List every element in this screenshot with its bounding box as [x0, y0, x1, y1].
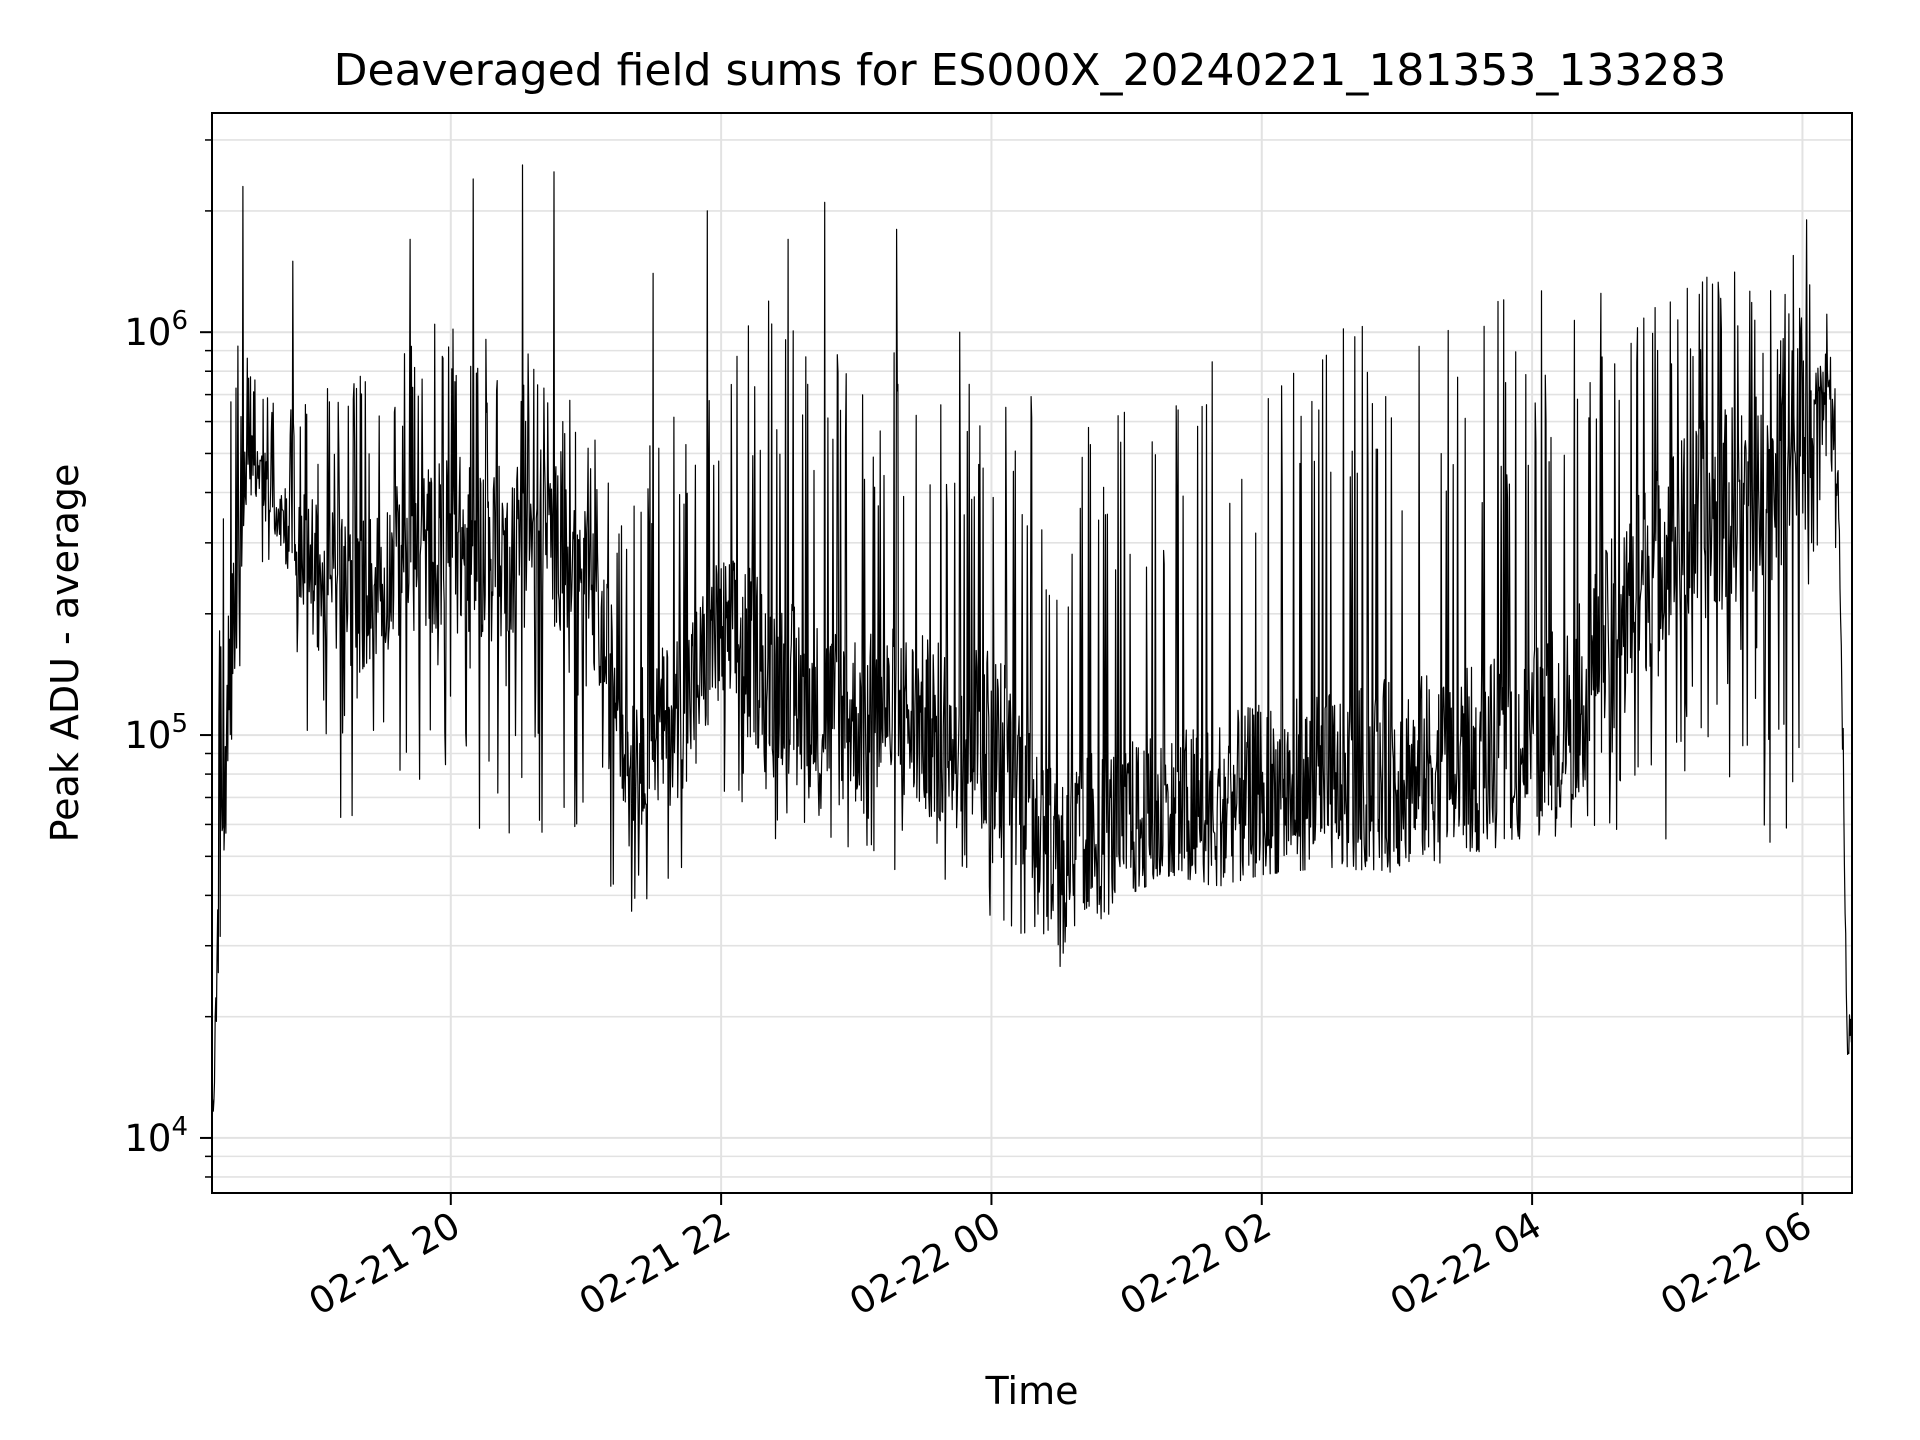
x-axis-label: Time	[985, 1369, 1079, 1413]
y-axis-label: Peak ADU - average	[43, 464, 87, 843]
y-tick-label: 106	[124, 306, 188, 354]
series-line	[212, 164, 1852, 1147]
chart-title: Deaveraged field sums for ES000X_2024022…	[334, 45, 1727, 96]
y-tick-label: 104	[124, 1112, 188, 1160]
series-path	[212, 164, 1852, 1147]
y-axis: 104 105 106	[124, 139, 212, 1178]
plot-frame	[211, 112, 1853, 1194]
y-tick-label: 105	[124, 709, 188, 757]
